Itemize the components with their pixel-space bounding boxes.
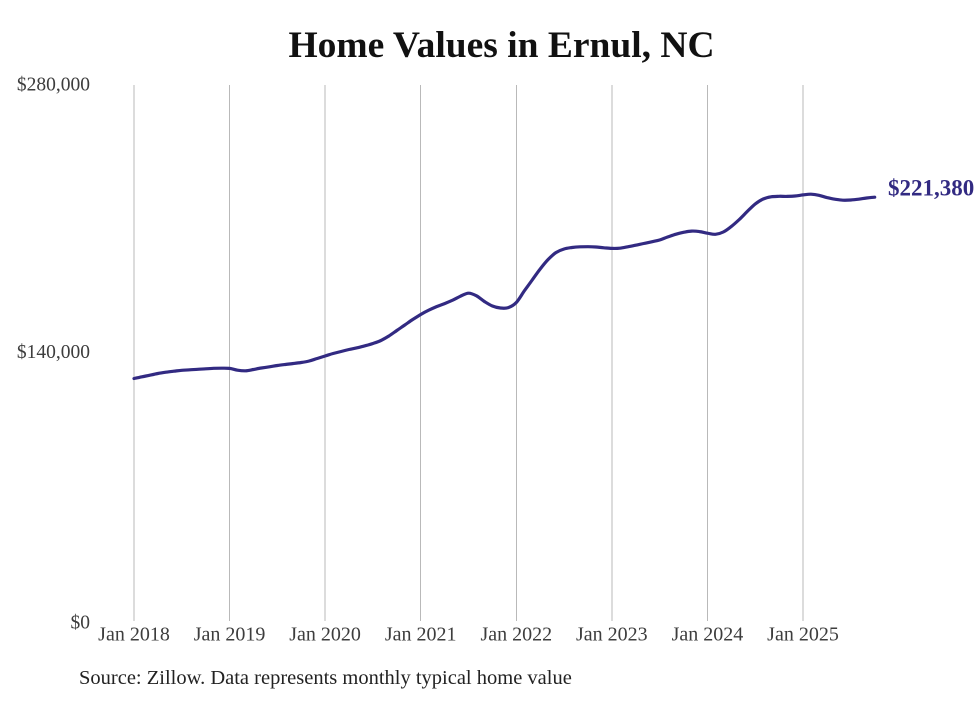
svg-text:Jan 2024: Jan 2024 [672,624,744,646]
svg-text:$140,000: $140,000 [17,342,90,363]
svg-text:$280,000: $280,000 [17,75,90,96]
svg-text:Jan 2021: Jan 2021 [385,624,457,646]
svg-text:Jan 2019: Jan 2019 [194,624,266,646]
svg-text:Home Values in Ernul, NC: Home Values in Ernul, NC [288,25,714,66]
svg-text:Jan 2025: Jan 2025 [767,624,839,646]
svg-text:Jan 2023: Jan 2023 [576,624,648,646]
svg-text:$221,380: $221,380 [888,176,974,201]
svg-text:Jan 2018: Jan 2018 [98,624,170,646]
svg-text:Jan 2022: Jan 2022 [480,624,552,646]
svg-text:Jan 2020: Jan 2020 [289,624,361,646]
svg-text:Source: Zillow. Data represent: Source: Zillow. Data represents monthly … [79,667,572,689]
svg-text:$0: $0 [71,613,91,634]
